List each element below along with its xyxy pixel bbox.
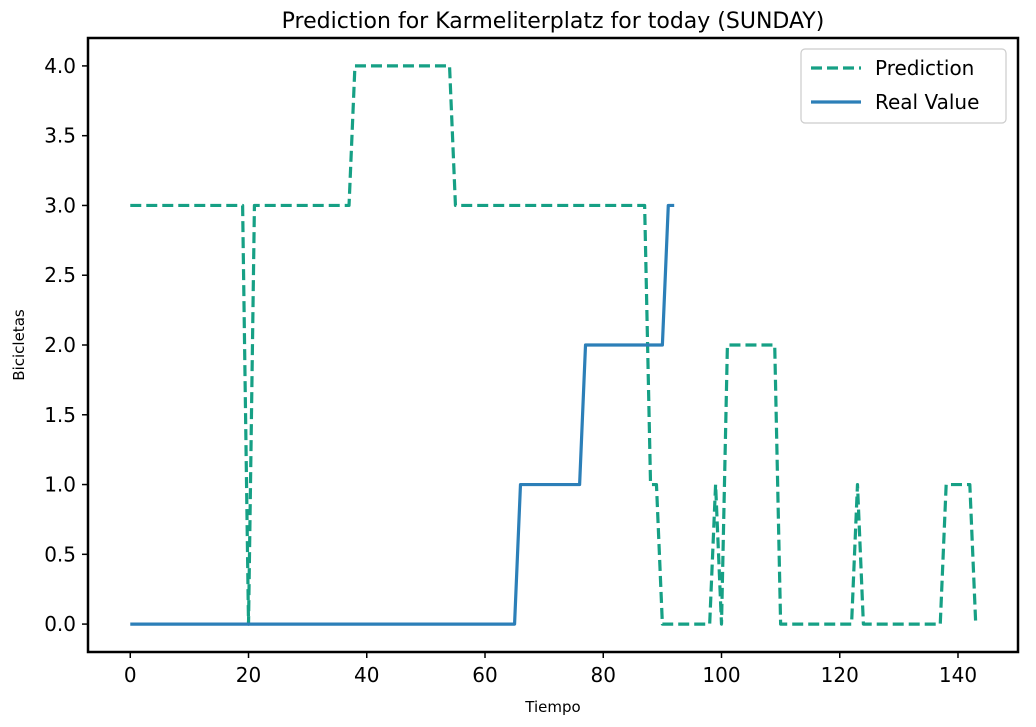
chart-title: Prediction for Karmeliterplatz for today… (282, 9, 825, 34)
x-axis-label: Tiempo (524, 698, 580, 716)
x-tick-label: 20 (236, 663, 261, 687)
y-tick-label: 3.0 (44, 193, 76, 217)
y-tick-label: 1.0 (44, 473, 76, 497)
x-tick-label: 120 (821, 663, 859, 687)
y-tick-label: 4.0 (44, 54, 76, 78)
x-tick-label: 80 (591, 663, 616, 687)
y-axis-label: Bicicletas (10, 309, 28, 381)
y-tick-label: 0.0 (44, 612, 76, 636)
y-tick-label: 1.5 (44, 403, 76, 427)
x-tick-label: 60 (472, 663, 497, 687)
legend-label-real-value: Real Value (875, 90, 979, 114)
legend: Prediction Real Value (800, 48, 1007, 124)
y-tick-label: 0.5 (44, 542, 76, 566)
series-line-prediction (130, 64, 978, 626)
y-tick-label: 2.5 (44, 263, 76, 287)
x-tick-label: 100 (702, 663, 740, 687)
y-tick-label: 3.5 (44, 124, 76, 148)
x-tick-label: 40 (354, 663, 379, 687)
series-line-real-value (130, 203, 675, 626)
series-layer (130, 64, 978, 626)
plot-area-frame (86, 36, 1020, 654)
x-tick-label: 0 (124, 663, 137, 687)
y-axis: 0.0 0.5 1.0 1.5 2.0 2.5 3.0 3.5 4.0 (44, 54, 88, 636)
legend-label-prediction: Prediction (875, 56, 974, 80)
y-tick-label: 2.0 (44, 333, 76, 357)
x-axis: 0 20 40 60 80 100 120 140 (124, 652, 977, 687)
x-tick-label: 140 (939, 663, 977, 687)
